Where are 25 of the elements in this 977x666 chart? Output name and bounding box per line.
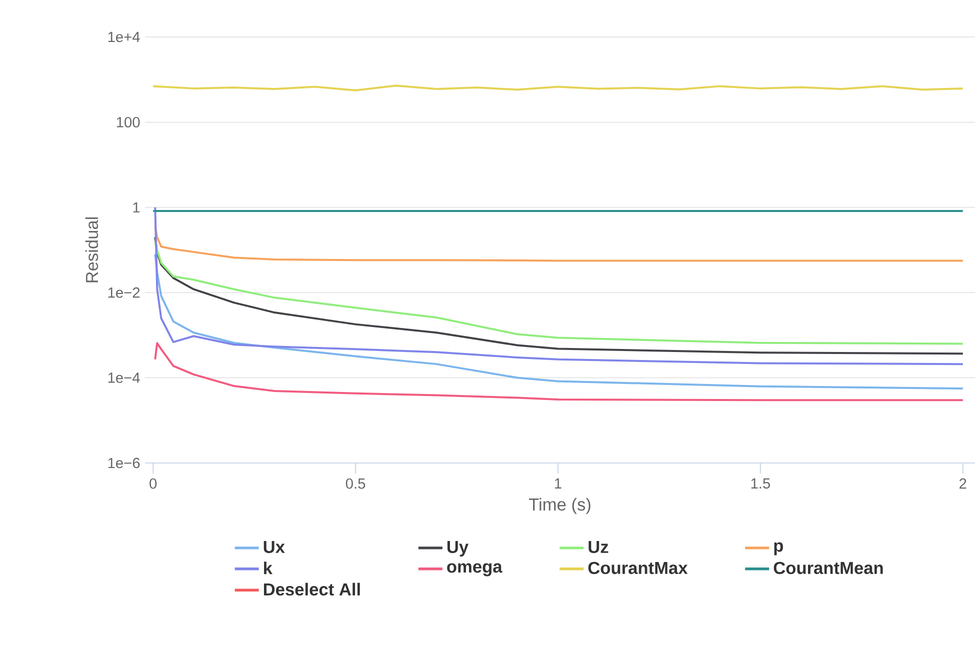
- x-tick-label: 2: [960, 478, 966, 489]
- legend-label: Uy: [447, 541, 468, 557]
- legend-label: Uz: [588, 541, 608, 554]
- line-series: [154, 342, 964, 402]
- y-tick-label: 100: [116, 117, 140, 128]
- legend-label: k: [264, 562, 272, 574]
- y-tick-label: 1e−2: [108, 287, 140, 298]
- y-tick-label: 1e−6: [108, 458, 140, 468]
- x-tick-label: 0: [150, 478, 157, 489]
- x-tick-label: 1: [555, 478, 562, 488]
- y-axis-title: Residual: [85, 217, 98, 282]
- y-tick-label: 1: [133, 202, 140, 212]
- line-series: [154, 253, 964, 390]
- y-tick-label: 1e+4: [108, 32, 140, 42]
- legend-label: CourantMax: [588, 562, 688, 574]
- legend-label: omega: [447, 563, 502, 576]
- x-tick-label: 1.5: [751, 478, 770, 489]
- legend-label: CourantMean: [774, 562, 883, 574]
- x-tick-label: 0.5: [346, 478, 366, 489]
- legend-label: Ux: [264, 541, 285, 554]
- y-tick-label: 1e−4: [108, 372, 140, 383]
- legend-label: p: [774, 542, 783, 556]
- x-axis-title: Time (s): [528, 498, 590, 514]
- line-series: [154, 206, 964, 366]
- legend-label: Deselect All: [264, 582, 360, 596]
